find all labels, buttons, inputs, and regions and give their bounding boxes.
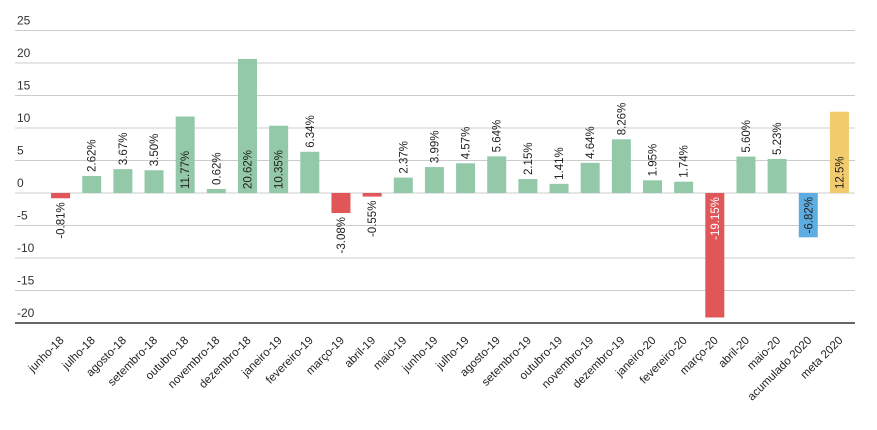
bar	[424, 167, 444, 193]
data-labels: -0.81% 2.62% 3.67% 3.50% 11.77% 0.62% 20.62% 10…	[56, 103, 847, 254]
bar	[82, 175, 102, 193]
y-tick-label: -20	[17, 306, 35, 320]
data-label: 3.67%	[118, 133, 130, 166]
bar	[51, 193, 71, 199]
data-label: 20.62%	[243, 150, 255, 189]
data-label: 0.62%	[211, 152, 223, 185]
y-tick-label: -5	[17, 209, 28, 223]
bar	[487, 156, 507, 193]
data-label: 6.34%	[305, 115, 317, 148]
y-tick-label: 20	[17, 46, 31, 60]
bar	[580, 162, 600, 193]
x-axis-categories: junho-18julho-18agosto-18setembro-18outu…	[26, 335, 846, 404]
bar	[674, 181, 694, 193]
data-label: 11.77%	[180, 151, 192, 189]
x-category-label: junho-18	[26, 335, 67, 376]
data-label: 12.5%	[834, 156, 846, 189]
data-label: -3.08%	[336, 217, 348, 253]
data-label: -0.55%	[367, 201, 379, 237]
bar	[798, 193, 818, 238]
bar	[113, 169, 133, 193]
y-tick-label: 25	[17, 14, 31, 28]
data-label: -0.81%	[56, 202, 68, 238]
data-label: 2.15%	[523, 142, 535, 175]
bar	[643, 180, 662, 193]
y-tick-label: -10	[17, 241, 35, 255]
data-label: 3.99%	[429, 130, 441, 163]
bar	[175, 116, 195, 193]
bar	[767, 159, 787, 193]
data-label: 5.64%	[492, 120, 504, 153]
bar	[269, 125, 289, 193]
bar	[393, 177, 413, 193]
data-label: 5.60%	[741, 120, 753, 153]
bar	[549, 183, 569, 193]
bar	[736, 156, 756, 193]
y-tick-label: 0	[17, 176, 24, 190]
data-label: 2.37%	[398, 141, 410, 174]
bar	[362, 193, 382, 197]
bar	[456, 163, 476, 193]
data-label: 8.26%	[616, 103, 628, 136]
bar	[829, 111, 849, 193]
bar	[331, 193, 351, 214]
data-label: 4.57%	[461, 127, 473, 160]
y-tick-label: -15	[17, 274, 35, 288]
bar	[144, 170, 164, 193]
data-label: 10.35%	[274, 150, 286, 189]
data-label: -6.82%	[803, 197, 815, 233]
bar	[300, 151, 320, 193]
bar	[238, 58, 257, 193]
y-tick-label: 15	[17, 79, 31, 93]
y-tick-label: 10	[17, 111, 31, 125]
bar	[518, 179, 538, 193]
y-tick-label: 5	[17, 144, 24, 158]
y-axis-ticks: 25 20 15 10 5 0 -5 -10 -15 -20	[17, 14, 35, 321]
data-label: -19.15%	[710, 197, 722, 240]
data-label: 4.64%	[585, 126, 597, 159]
data-label: 5.23%	[772, 122, 784, 155]
bar	[705, 193, 725, 318]
bar	[206, 188, 226, 193]
data-label: 3.50%	[149, 134, 161, 167]
bars	[51, 58, 849, 318]
data-label: 2.62%	[87, 139, 99, 172]
data-label: 1.41%	[554, 147, 566, 180]
data-label: 1.74%	[679, 145, 691, 178]
bar	[611, 139, 631, 193]
data-label: 1.95%	[648, 144, 660, 177]
